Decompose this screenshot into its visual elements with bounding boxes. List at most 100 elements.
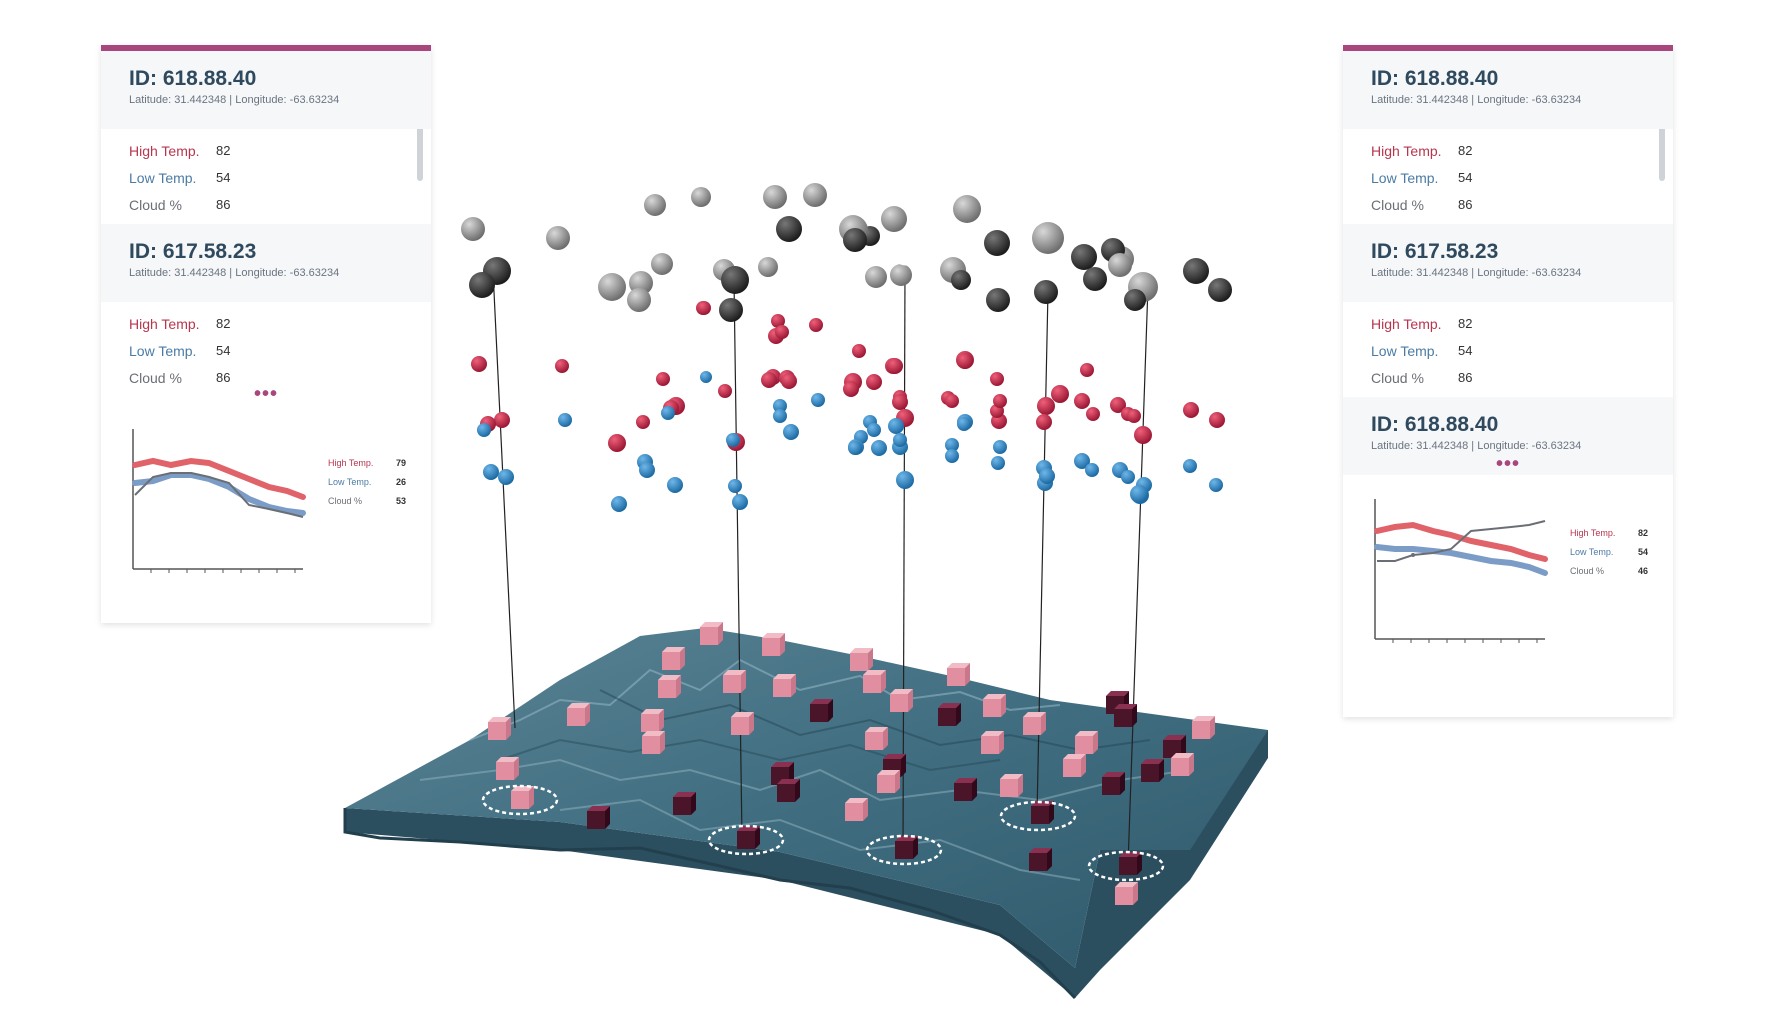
station-marker[interactable] xyxy=(954,778,977,801)
station-marker[interactable] xyxy=(662,647,685,670)
data-sphere[interactable] xyxy=(1127,409,1141,423)
station-marker[interactable] xyxy=(810,699,833,722)
data-sphere[interactable] xyxy=(957,417,971,431)
station-marker[interactable] xyxy=(700,622,723,645)
data-sphere[interactable] xyxy=(893,433,907,447)
data-sphere[interactable] xyxy=(990,372,1004,386)
data-sphere[interactable] xyxy=(1108,253,1132,277)
station-marker[interactable] xyxy=(641,709,664,732)
data-sphere[interactable] xyxy=(1134,426,1152,444)
data-sphere[interactable] xyxy=(1208,278,1232,302)
data-sphere[interactable] xyxy=(945,449,959,463)
data-sphere[interactable] xyxy=(1074,453,1090,469)
station-marker[interactable] xyxy=(850,648,873,671)
data-sphere[interactable] xyxy=(1074,393,1090,409)
data-sphere[interactable] xyxy=(1130,485,1148,503)
data-sphere[interactable] xyxy=(718,384,732,398)
station-marker[interactable] xyxy=(1075,731,1098,754)
station-marker[interactable] xyxy=(1063,754,1086,777)
data-sphere[interactable] xyxy=(651,253,673,275)
data-sphere[interactable] xyxy=(656,372,670,386)
station-marker[interactable] xyxy=(1114,704,1137,727)
data-sphere[interactable] xyxy=(546,226,570,250)
station-marker[interactable] xyxy=(1031,801,1054,824)
station-marker[interactable] xyxy=(737,826,760,849)
data-sphere[interactable] xyxy=(1080,363,1094,377)
data-sphere[interactable] xyxy=(881,206,907,232)
data-sphere[interactable] xyxy=(887,358,903,374)
data-sphere[interactable] xyxy=(809,318,823,332)
station-marker[interactable] xyxy=(658,675,681,698)
data-sphere[interactable] xyxy=(1209,478,1223,492)
station-marker[interactable] xyxy=(642,731,665,754)
station-details-panel-left[interactable]: ID: 618.88.40 Latitude: 31.442348 | Long… xyxy=(101,45,431,623)
station-marker[interactable] xyxy=(1029,848,1052,871)
station-marker[interactable] xyxy=(1023,712,1046,735)
station-card[interactable]: ID: 618.88.40 Latitude: 31.442348 | Long… xyxy=(1343,51,1673,224)
station-marker[interactable] xyxy=(895,836,918,859)
data-sphere[interactable] xyxy=(728,479,742,493)
data-sphere[interactable] xyxy=(866,374,882,390)
data-sphere[interactable] xyxy=(498,469,514,485)
data-sphere[interactable] xyxy=(773,399,787,413)
data-sphere[interactable] xyxy=(661,406,675,420)
station-marker[interactable] xyxy=(1141,759,1164,782)
station-marker[interactable] xyxy=(777,779,800,802)
data-sphere[interactable] xyxy=(719,298,743,322)
station-marker[interactable] xyxy=(1115,882,1138,905)
data-sphere[interactable] xyxy=(951,270,971,290)
data-sphere[interactable] xyxy=(984,230,1010,256)
station-marker[interactable] xyxy=(890,689,913,712)
station-marker[interactable] xyxy=(1192,716,1215,739)
data-sphere[interactable] xyxy=(803,183,827,207)
data-sphere[interactable] xyxy=(888,418,904,434)
data-sphere[interactable] xyxy=(697,301,711,315)
station-marker[interactable] xyxy=(567,703,590,726)
data-sphere[interactable] xyxy=(1039,468,1055,484)
station-marker[interactable] xyxy=(947,663,970,686)
data-sphere[interactable] xyxy=(783,424,799,440)
data-sphere[interactable] xyxy=(558,413,572,427)
station-marker[interactable] xyxy=(1102,772,1125,795)
data-sphere[interactable] xyxy=(726,433,740,447)
data-sphere[interactable] xyxy=(477,423,491,437)
station-marker[interactable] xyxy=(938,703,961,726)
data-sphere[interactable] xyxy=(771,314,785,328)
more-button[interactable]: ••• xyxy=(253,383,278,405)
data-sphere[interactable] xyxy=(781,373,797,389)
data-sphere[interactable] xyxy=(896,471,914,489)
data-sphere[interactable] xyxy=(957,353,973,369)
data-sphere[interactable] xyxy=(852,344,866,358)
station-marker[interactable] xyxy=(723,670,746,693)
data-sphere[interactable] xyxy=(1071,244,1097,270)
data-sphere[interactable] xyxy=(991,456,1005,470)
data-sphere[interactable] xyxy=(1086,407,1100,421)
data-sphere[interactable] xyxy=(1037,397,1055,415)
data-sphere[interactable] xyxy=(953,195,981,223)
station-marker[interactable] xyxy=(511,786,534,809)
data-sphere[interactable] xyxy=(461,217,485,241)
data-sphere[interactable] xyxy=(1085,463,1099,477)
data-sphere[interactable] xyxy=(811,393,825,407)
data-sphere[interactable] xyxy=(843,228,867,252)
data-sphere[interactable] xyxy=(471,356,487,372)
data-sphere[interactable] xyxy=(644,194,666,216)
data-sphere[interactable] xyxy=(555,359,569,373)
data-sphere[interactable] xyxy=(892,394,908,410)
more-button[interactable]: ••• xyxy=(1495,453,1520,475)
data-sphere[interactable] xyxy=(761,372,777,388)
station-marker[interactable] xyxy=(731,712,754,735)
data-sphere[interactable] xyxy=(776,216,802,242)
data-sphere[interactable] xyxy=(469,272,495,298)
selected-sphere-ring[interactable] xyxy=(891,236,921,266)
data-sphere[interactable] xyxy=(611,496,627,512)
data-sphere[interactable] xyxy=(1034,280,1058,304)
station-card[interactable]: ID: 617.58.23 Latitude: 31.442348 | Long… xyxy=(1343,224,1673,397)
data-sphere[interactable] xyxy=(1124,289,1146,311)
data-sphere[interactable] xyxy=(763,185,787,209)
data-sphere[interactable] xyxy=(598,273,626,301)
data-sphere[interactable] xyxy=(700,371,712,383)
station-markers[interactable] xyxy=(488,622,1215,905)
data-sphere[interactable] xyxy=(1183,402,1199,418)
data-sphere[interactable] xyxy=(986,288,1010,312)
